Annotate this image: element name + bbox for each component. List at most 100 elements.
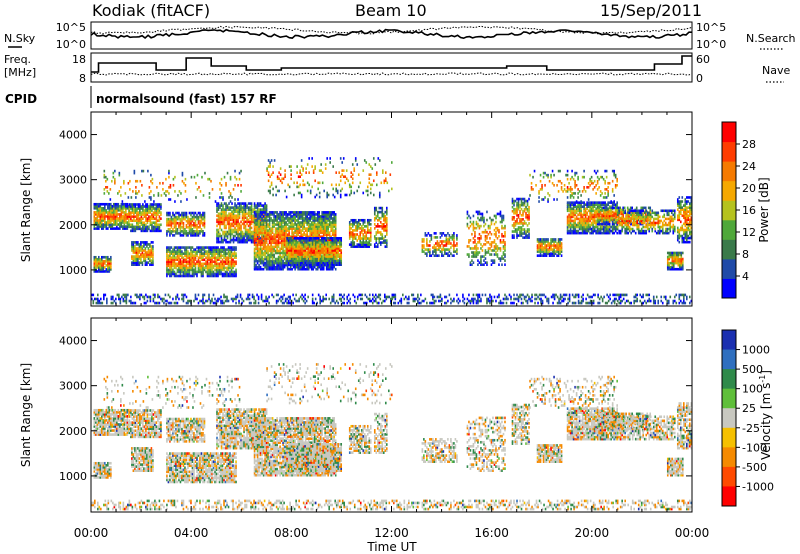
echo-cell xyxy=(528,236,530,239)
echo-cell xyxy=(519,218,521,221)
echo-cell xyxy=(572,209,575,213)
echo-cell xyxy=(279,265,281,269)
echo-cell xyxy=(513,234,515,237)
echo-cell xyxy=(194,221,197,225)
echo-cell xyxy=(196,215,198,219)
echo-cell xyxy=(229,260,231,264)
echo-cell xyxy=(202,223,204,227)
echo-cell xyxy=(126,223,129,226)
echo-cell xyxy=(525,207,527,211)
echo-cell xyxy=(475,255,478,258)
echo-cell xyxy=(522,203,524,207)
echo-cell xyxy=(249,224,251,228)
echo-cell xyxy=(226,270,228,274)
echo-cell xyxy=(223,230,226,234)
echo-cell xyxy=(139,205,141,208)
echo-cell xyxy=(519,205,521,209)
echo-cell xyxy=(218,248,221,251)
echo-cell xyxy=(297,229,299,232)
echo-cell xyxy=(311,249,314,252)
echo-cell xyxy=(122,217,124,220)
echo-cell xyxy=(274,219,277,222)
echo-cell xyxy=(569,211,572,215)
echo-cell xyxy=(191,274,194,278)
echo-cell xyxy=(194,225,197,229)
echo-cell xyxy=(293,263,296,266)
echo-cell xyxy=(328,213,331,216)
echo-cell xyxy=(220,220,223,224)
echo-cell xyxy=(382,227,385,230)
echo-cell xyxy=(292,219,295,222)
echo-cell xyxy=(96,215,99,218)
echo-cell xyxy=(477,212,479,216)
echo-cell xyxy=(194,258,197,262)
echo-cell xyxy=(132,263,135,266)
echo-cell xyxy=(172,217,174,221)
echo-cell xyxy=(365,235,368,238)
echo-cell xyxy=(270,253,272,257)
echo-cell xyxy=(471,255,473,258)
echo-cell xyxy=(253,259,256,263)
echo-cell xyxy=(332,259,335,262)
echo-cell xyxy=(283,217,286,220)
echo-cell xyxy=(285,245,287,249)
echo-cell xyxy=(356,220,359,224)
echo-cell xyxy=(187,221,189,225)
echo-cell xyxy=(134,247,136,250)
echo-cell xyxy=(289,213,292,216)
echo-cell xyxy=(229,230,232,234)
echo-cell xyxy=(199,219,201,223)
echo-cell xyxy=(175,219,177,223)
echo-cell xyxy=(273,217,275,220)
echo-cell xyxy=(331,257,333,260)
echo-cell xyxy=(276,229,278,232)
echo-cell xyxy=(96,207,99,210)
echo-cell xyxy=(445,252,448,255)
echo-cell xyxy=(517,222,520,225)
echo-cell xyxy=(134,205,137,208)
echo-cell xyxy=(325,229,328,232)
echo-cell xyxy=(547,238,549,241)
echo-cell xyxy=(157,203,159,206)
echo-cell xyxy=(138,261,141,264)
echo-cell xyxy=(331,233,334,236)
echo-cell xyxy=(571,231,573,235)
echo-cell xyxy=(125,227,127,230)
echo-cell xyxy=(117,227,120,230)
echo-cell xyxy=(354,227,357,230)
echo-cell xyxy=(259,251,262,255)
echo-cell xyxy=(181,254,183,257)
echo-cell xyxy=(203,232,206,235)
echo-cell xyxy=(200,256,203,260)
echo-cell xyxy=(206,246,209,249)
echo-cell xyxy=(255,253,257,257)
echo-cell xyxy=(517,228,520,231)
echo-cell xyxy=(471,263,473,266)
echo-cell xyxy=(481,212,484,216)
echo-cell xyxy=(322,227,325,230)
echo-cell xyxy=(356,227,359,230)
echo-cell xyxy=(138,243,141,246)
echo-cell xyxy=(206,272,209,276)
echo-cell xyxy=(519,197,521,201)
echo-cell xyxy=(301,243,303,246)
echo-cell xyxy=(216,228,218,232)
echo-cell xyxy=(501,214,503,218)
echo-cell xyxy=(241,240,244,244)
echo-cell xyxy=(190,217,192,221)
echo-cell xyxy=(202,264,204,268)
echo-cell xyxy=(280,229,283,232)
echo-cell xyxy=(104,207,106,210)
echo-cell xyxy=(303,223,305,226)
echo-cell xyxy=(310,263,312,266)
echo-cell xyxy=(288,231,290,234)
echo-cell xyxy=(568,213,570,217)
echo-cell xyxy=(569,221,572,225)
echo-cell xyxy=(270,251,272,255)
echo-cell xyxy=(228,206,230,209)
echo-cell xyxy=(151,207,153,210)
echo-cell xyxy=(321,223,323,226)
echo-cell xyxy=(299,243,302,246)
echo-cell xyxy=(560,248,563,251)
echo-cell xyxy=(194,252,197,255)
